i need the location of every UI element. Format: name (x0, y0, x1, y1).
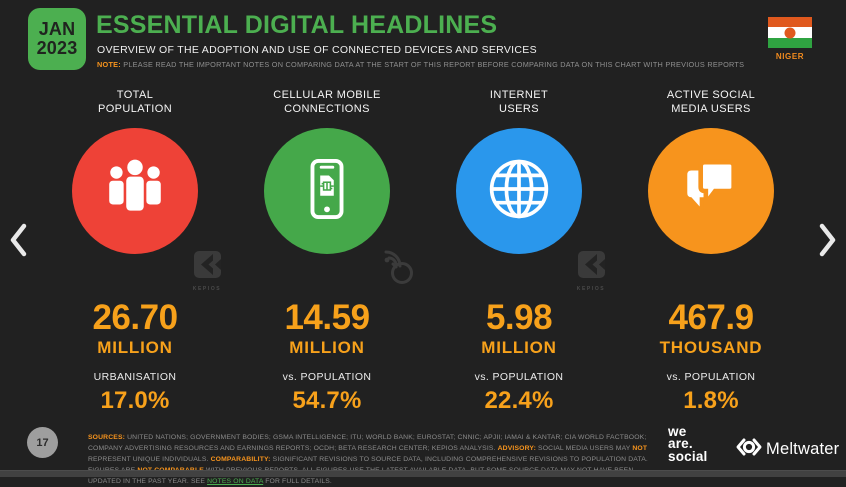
country-label: NIGER (775, 52, 805, 61)
page-number: 17 (36, 436, 49, 449)
date-month: JAN (38, 18, 76, 39)
flag-band-top (768, 17, 812, 28)
note-text: PLEASE READ THE IMPORTANT NOTES ON COMPA… (120, 60, 745, 69)
page-subtitle: OVERVIEW OF THE ADOPTION AND USE OF CONN… (97, 44, 537, 56)
mobile-phone-icon (296, 157, 358, 226)
social-unit: THOUSAND (659, 338, 763, 357)
chevron-right-icon (815, 223, 839, 262)
mobile-vs-population-label: vs. POPULATION (282, 371, 372, 383)
page-note: NOTE: PLEASE READ THE IMPORTANT NOTES ON… (97, 60, 757, 69)
kepios-logo-icon (193, 251, 221, 283)
comparability-label: COMPARABILITY: (210, 455, 271, 463)
sources-label: SOURCES: (88, 434, 126, 441)
mobile-value: 14.59 (284, 298, 370, 337)
meltwater-eye-icon (736, 437, 762, 462)
internet-value: 5.98 (485, 298, 553, 337)
we-are-social-logo: we are. social (668, 424, 708, 464)
column-header: CELLULAR MOBILE CONNECTIONS (273, 89, 381, 116)
population-value: 26.70 (92, 298, 178, 337)
chevron-left-icon (7, 223, 31, 262)
date-year: 2023 (36, 38, 78, 58)
population-circle (72, 128, 198, 254)
social-vs-population-label: vs. POPULATION (666, 371, 756, 383)
next-slide-button[interactable] (815, 221, 839, 259)
column-total-population: TOTAL POPULATION (39, 88, 231, 413)
gsma-intelligence-logo-icon (381, 245, 417, 292)
stat-columns: TOTAL POPULATION (39, 88, 807, 413)
mobile-circle (264, 128, 390, 254)
people-icon (102, 157, 168, 226)
previous-slide-button[interactable] (7, 221, 31, 259)
internet-vs-population-value: 22.4% (484, 386, 554, 414)
internet-unit: MILLION (481, 338, 557, 357)
column-internet-users: INTERNET USERS (423, 88, 615, 413)
flag-circle (784, 27, 796, 38)
internet-circle (456, 128, 582, 254)
population-unit: MILLION (97, 338, 173, 357)
column-header: ACTIVE SOCIAL MEDIA USERS (666, 89, 756, 116)
kepios-watermark: KEPIOS (569, 251, 613, 292)
urbanisation-label: URBANISATION (93, 371, 177, 383)
column-mobile-connections: CELLULAR MOBILE CONNECTIONS (231, 88, 423, 413)
date-badge: JAN 2023 (28, 8, 86, 70)
mobile-vs-population-value: 54.7% (292, 386, 362, 414)
meltwater-logo: Meltwater (736, 437, 839, 462)
kepios-watermark: KEPIOS (185, 251, 229, 292)
globe-icon (484, 154, 554, 229)
social-circle (648, 128, 774, 254)
kepios-label: KEPIOS (576, 286, 606, 292)
note-label: NOTE: (97, 60, 121, 69)
urbanisation-value: 17.0% (100, 386, 170, 414)
advisory-label: ADVISORY: (497, 444, 536, 452)
flag-band-bottom (768, 37, 812, 48)
kepios-label: KEPIOS (192, 286, 222, 292)
column-header: INTERNET USERS (489, 89, 549, 116)
sources-text: SOURCES: UNITED NATIONS; GOVERNMENT BODI… (88, 434, 648, 485)
page-number-badge: 17 (27, 427, 58, 458)
column-social-media-users: ACTIVE SOCIAL MEDIA USERS 467.9 THOUSAND… (615, 88, 807, 413)
gsma-intelligence-watermark (377, 245, 421, 292)
chat-bubbles-icon (678, 157, 744, 226)
kepios-logo-icon (577, 251, 605, 283)
social-value: 467.9 (668, 298, 754, 337)
mobile-unit: MILLION (289, 338, 365, 357)
meltwater-wordmark: Meltwater (766, 440, 840, 458)
notes-on-data-link[interactable]: NOTES ON DATA (207, 477, 264, 485)
niger-flag (768, 17, 812, 48)
column-header: TOTAL POPULATION (97, 89, 173, 116)
bottom-edge-bar (0, 470, 846, 477)
page-title: ESSENTIAL DIGITAL HEADLINES (96, 11, 498, 39)
internet-vs-population-label: vs. POPULATION (474, 371, 564, 383)
social-vs-population-value: 1.8% (683, 386, 739, 414)
